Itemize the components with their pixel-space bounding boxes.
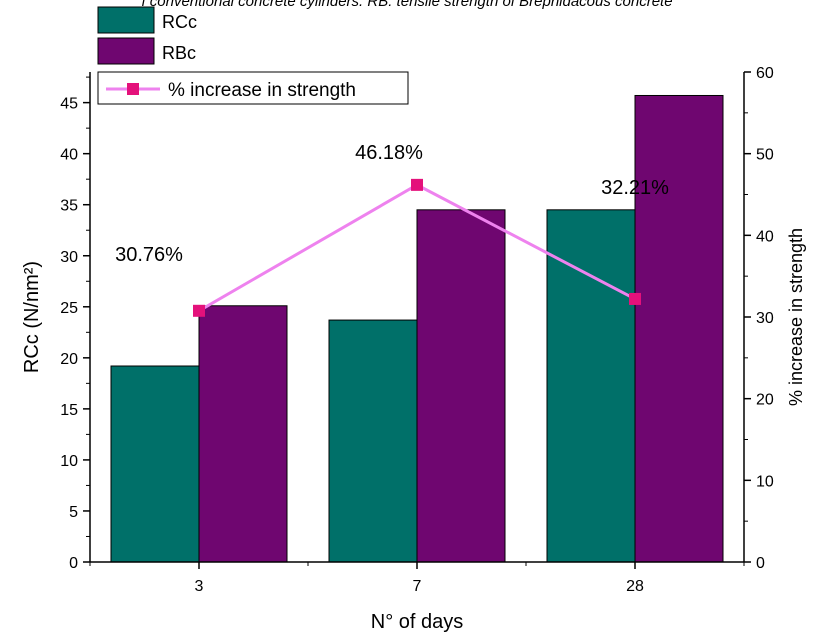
right-axis-tick-label: 60 [756, 65, 774, 82]
bar-rbc-day-7 [416, 209, 506, 563]
left-axis-tick-label: 45 [60, 96, 78, 113]
right-axis-tick-label: 10 [756, 473, 774, 490]
figure-caption: f conventional concrete cylinders. RB: t… [141, 0, 673, 10]
right-axis-tick-label: 50 [756, 147, 774, 164]
left-axis-title: RCc (N/nm²) [21, 261, 43, 373]
right-axis-tick-label: 0 [756, 555, 765, 572]
bar-rcc-day-7 [328, 319, 418, 563]
right-axis-tick-label: 40 [756, 228, 774, 245]
percent-point-day-3 [193, 304, 205, 317]
percent-data-label: 30.76% [115, 244, 183, 266]
x-axis-tick-label: 3 [195, 578, 204, 595]
percent-point-day-28 [629, 292, 641, 305]
left-axis-tick-label: 35 [60, 198, 78, 215]
right-axis-title: % increase in strength [786, 228, 806, 406]
left-axis-tick-label: 0 [69, 555, 78, 572]
left-axis-tick-label: 20 [60, 351, 78, 368]
bar-rbc-day-3 [198, 305, 288, 563]
bar-rbc-day-28 [634, 94, 724, 563]
legend-swatch-rcc [97, 6, 155, 34]
bar-rcc-day-28 [546, 209, 636, 563]
left-axis-tick-label: 25 [60, 300, 78, 317]
legend-marker-sample [127, 83, 139, 95]
legend-label-percent: % increase in strength [168, 80, 356, 101]
percent-data-label: 32.21% [601, 177, 669, 199]
left-axis-tick-label: 15 [60, 402, 78, 419]
legend-swatch-rbc [97, 37, 155, 65]
legend-label-rbc: RBc [162, 43, 196, 63]
right-axis-tick-label: 20 [756, 392, 774, 409]
percent-point-day-7 [411, 178, 423, 191]
x-axis-title: N° of days [371, 611, 463, 633]
legend-label-rcc: RCc [162, 12, 197, 32]
bar-rcc-day-3 [110, 365, 200, 563]
percent-data-label: 46.18% [355, 142, 423, 164]
right-axis-tick-label: 30 [756, 310, 774, 327]
x-axis-tick-label: 28 [626, 578, 644, 595]
left-axis-tick-label: 5 [69, 504, 78, 521]
x-axis-tick-label: 7 [413, 578, 422, 595]
left-axis-tick-label: 10 [60, 453, 78, 470]
left-axis-tick-label: 40 [60, 147, 78, 164]
left-axis-tick-label: 30 [60, 249, 78, 266]
